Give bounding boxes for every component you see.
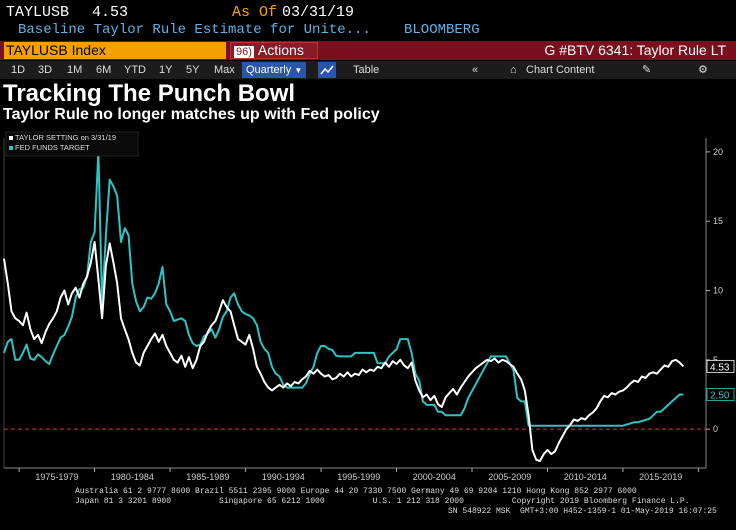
x-tick-label: 1985-1989 bbox=[186, 472, 229, 482]
actions-number: 96) bbox=[234, 46, 254, 58]
period-ytd-button[interactable]: YTD bbox=[124, 64, 146, 76]
table-button[interactable]: Table bbox=[353, 64, 380, 76]
actions-menu-button[interactable]: 96)Actions ▼ bbox=[230, 42, 318, 74]
y-tick-label: 20 bbox=[713, 147, 723, 157]
vendor-name: BLOOMBERG bbox=[404, 22, 480, 38]
fed-funds-last-value-label: 2.50 bbox=[710, 391, 730, 402]
period-5y-button[interactable]: 5Y bbox=[186, 64, 200, 76]
taylor-legend-label: TAYLOR SETTING on 3/31/19 bbox=[15, 133, 116, 142]
header-bar: TAYLUSB 4.53 As Of 03/31/19 Baseline Tay… bbox=[0, 0, 736, 40]
last-value: 4.53 bbox=[92, 4, 129, 21]
frequency-dropdown[interactable]: Quarterly ▼ bbox=[242, 62, 307, 78]
x-tick-label: 1990-1994 bbox=[262, 472, 305, 482]
ticker-symbol: TAYLUSB bbox=[6, 4, 70, 21]
fed-funds-legend-swatch bbox=[9, 146, 13, 150]
grid bbox=[3, 138, 707, 469]
chart-content-icon[interactable]: ⌂ bbox=[510, 64, 517, 76]
period-6m-button[interactable]: 6M bbox=[96, 64, 112, 76]
period-3d-button[interactable]: 3D bbox=[38, 64, 53, 76]
period-max-button[interactable]: Max bbox=[214, 64, 235, 76]
gear-icon[interactable]: ⚙ bbox=[698, 64, 708, 76]
y-axis: 0 5 10 15 20 bbox=[706, 147, 723, 434]
security-description: Baseline Taylor Rule Estimate for Unite.… bbox=[18, 22, 371, 38]
x-tick-label: 2015-2019 bbox=[639, 472, 682, 482]
x-axis: 1975-1979 1980-1984 1985-1989 1990-1994 1995… bbox=[18, 468, 699, 482]
series-lines bbox=[3, 150, 685, 463]
chart-content-button[interactable]: Chart Content bbox=[526, 64, 595, 76]
y-tick-label: 5 bbox=[713, 355, 718, 365]
line-chart: 1975-1979 1980-1984 1985-1989 1990-1994 1995… bbox=[0, 130, 736, 485]
x-tick-label: 1980-1984 bbox=[111, 472, 154, 482]
x-tick-label: 2000-2004 bbox=[413, 472, 456, 482]
collapse-icon[interactable]: « bbox=[472, 64, 479, 76]
x-tick-label: 1975-1979 bbox=[35, 472, 78, 482]
footer-session-line: SN 548922 MSK GMT+3:00 H452-1359-1 01-Ma… bbox=[448, 507, 717, 516]
line-chart-icon[interactable] bbox=[318, 62, 336, 78]
period-1m-button[interactable]: 1M bbox=[67, 64, 83, 76]
y-tick-label: 10 bbox=[713, 286, 723, 296]
chart-subtitle: Taylor Rule no longer matches up with Fe… bbox=[3, 106, 380, 123]
legend-box bbox=[5, 131, 139, 157]
footer-contacts-line: Australia 61 2 9777 8600 Brazil 5511 239… bbox=[75, 487, 637, 496]
y-tick-label: 0 bbox=[713, 424, 718, 434]
as-of-label: As Of bbox=[232, 4, 278, 21]
taylor-setting-line bbox=[3, 241, 685, 463]
x-tick-label: 2010-2014 bbox=[564, 472, 607, 482]
chart-toolbar: 1D 3D 1M 6M YTD 1Y 5Y Max Quarterly ▼ Ta… bbox=[0, 61, 736, 79]
fed-funds-target-line bbox=[3, 150, 684, 427]
y-tick-label: 15 bbox=[713, 216, 723, 226]
period-1y-button[interactable]: 1Y bbox=[159, 64, 173, 76]
edit-icon[interactable]: ✎ bbox=[642, 64, 652, 76]
taylor-last-value-label: 4.53 bbox=[710, 362, 730, 373]
security-field[interactable]: TAYLUSB Index bbox=[4, 42, 226, 59]
chart-name: G #BTV 6341: Taylor Rule LT bbox=[544, 42, 726, 58]
taylor-last-value-box bbox=[706, 359, 735, 373]
taylor-legend-swatch bbox=[9, 136, 13, 140]
frequency-label: Quarterly bbox=[246, 64, 292, 76]
last-value-labels: 4.53 2.50 bbox=[706, 359, 735, 402]
footer: Australia 61 2 9777 8600 Brazil 5511 239… bbox=[0, 485, 736, 530]
command-bar: TAYLUSB Index 96)Actions ▼ G #BTV 6341: … bbox=[0, 41, 736, 74]
x-tick-label: 2005-2009 bbox=[488, 472, 531, 482]
actions-label: Actions bbox=[257, 42, 304, 58]
caret-down-icon: ▼ bbox=[294, 66, 303, 75]
period-1d-button[interactable]: 1D bbox=[11, 64, 26, 76]
x-tick-label: 1995-1999 bbox=[337, 472, 380, 482]
fed-funds-legend-label: FED FUNDS TARGET bbox=[15, 143, 90, 152]
as-of-date: 03/31/19 bbox=[282, 4, 355, 21]
chart-title: Tracking The Punch Bowl bbox=[3, 80, 296, 107]
footer-copyright-line: Japan 81 3 3201 8900 Singapore 65 6212 1… bbox=[75, 497, 690, 506]
fed-funds-last-value-box bbox=[706, 388, 735, 401]
